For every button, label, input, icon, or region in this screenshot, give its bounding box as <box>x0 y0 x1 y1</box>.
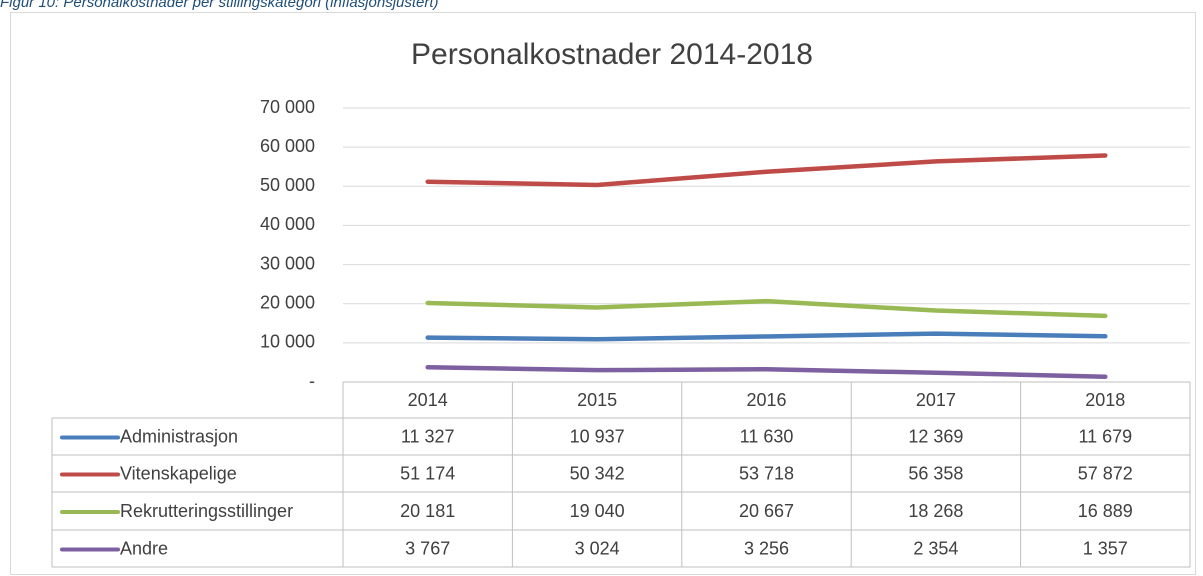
series-line <box>425 298 1108 319</box>
y-tick-label: 30 000 <box>260 253 315 273</box>
x-tick-label: 2016 <box>746 390 786 410</box>
y-tick-label: 40 000 <box>260 214 315 234</box>
legend-label: Administrasjon <box>120 426 238 446</box>
table-cell: 53 718 <box>739 463 794 483</box>
table-cell: 3 767 <box>405 538 450 558</box>
table-cell: 1 357 <box>1083 538 1128 558</box>
series-line <box>425 365 1108 379</box>
series-line <box>425 153 1108 188</box>
table-cell: 11 679 <box>1078 426 1132 446</box>
table-cell: 51 174 <box>400 463 455 483</box>
caption: Figur 10: Personalkostnader per stilling… <box>0 0 439 11</box>
table-cell: 20 667 <box>739 501 794 521</box>
legend-label: Rekrutteringsstillinger <box>120 501 293 521</box>
table-cell: 10 937 <box>570 426 625 446</box>
table-cell: 11 327 <box>401 426 455 446</box>
table-cell: 18 268 <box>908 501 963 521</box>
table-cell: 3 256 <box>744 538 789 558</box>
x-tick-label: 2018 <box>1085 390 1125 410</box>
x-tick-label: 2014 <box>408 390 448 410</box>
chart-title: Personalkostnader 2014-2018 <box>411 38 813 71</box>
legend-label: Andre <box>120 538 168 558</box>
table-cell: 20 181 <box>400 501 455 521</box>
table-cell: 16 889 <box>1078 501 1133 521</box>
table-cell: 3 024 <box>575 538 620 558</box>
y-tick-label: 50 000 <box>260 175 315 195</box>
legend-label: Vitenskapelige <box>120 463 237 483</box>
table-cell: 2 354 <box>913 538 958 558</box>
table-cell: 50 342 <box>570 463 625 483</box>
table-cell: 11 630 <box>740 426 794 446</box>
table-cell: 12 369 <box>908 426 963 446</box>
series-line <box>425 331 1108 342</box>
y-tick-label: 60 000 <box>260 136 315 156</box>
y-tick-label: 70 000 <box>260 97 315 117</box>
y-tick-label: - <box>309 371 315 391</box>
table-cell: 57 872 <box>1078 463 1133 483</box>
chart-frame <box>10 12 1196 575</box>
table-cell: 19 040 <box>570 501 625 521</box>
x-tick-label: 2015 <box>577 390 617 410</box>
y-tick-label: 10 000 <box>260 332 315 352</box>
y-tick-label: 20 000 <box>260 292 315 312</box>
table-cell: 56 358 <box>908 463 963 483</box>
x-tick-label: 2017 <box>916 390 956 410</box>
